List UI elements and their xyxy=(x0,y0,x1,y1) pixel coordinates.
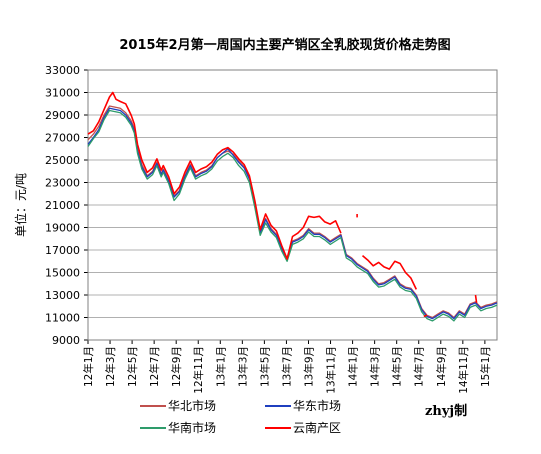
y-axis-label: 单位：元/吨 xyxy=(13,173,28,237)
x-tick-label: 15年1月 xyxy=(479,346,492,387)
y-tick-label: 11000 xyxy=(45,312,80,325)
x-tick-label: 14年5月 xyxy=(391,346,404,387)
y-tick-label: 19000 xyxy=(45,222,80,235)
legend-label: 华南市场 xyxy=(168,420,216,435)
x-tick-label: 14年1月 xyxy=(347,346,360,387)
x-tick-label: 14年3月 xyxy=(369,346,382,387)
y-tick-label: 31000 xyxy=(45,87,80,100)
x-tick-label: 13年7月 xyxy=(280,346,293,387)
legend-label: 云南产区 xyxy=(293,420,341,435)
y-tick-label: 25000 xyxy=(45,154,80,167)
x-tick-label: 13年11月 xyxy=(325,346,338,394)
y-tick-label: 17000 xyxy=(45,244,80,257)
y-tick-label: 21000 xyxy=(45,199,80,212)
x-tick-label: 12年9月 xyxy=(170,346,183,387)
x-tick-label: 14年11月 xyxy=(457,346,470,394)
series-line-4 xyxy=(423,314,428,318)
series-line-4 xyxy=(361,254,418,290)
y-tick-label: 33000 xyxy=(45,64,80,77)
legend-label: 华东市场 xyxy=(293,398,341,413)
x-tick-label: 12年11月 xyxy=(192,346,205,394)
plot-area-border xyxy=(87,69,498,341)
series-line-3 xyxy=(87,109,498,322)
x-tick-label: 13年9月 xyxy=(302,346,315,387)
y-tick-label: 27000 xyxy=(45,132,80,145)
x-tick-label: 13年3月 xyxy=(236,346,249,387)
legend-label: 华北市场 xyxy=(168,398,216,413)
y-tick-label: 23000 xyxy=(45,177,80,190)
series-line-4 xyxy=(87,91,342,260)
y-tick-label: 9000 xyxy=(52,334,80,347)
y-tick-label: 29000 xyxy=(45,109,80,122)
x-tick-label: 12年3月 xyxy=(104,346,117,387)
y-tick-label: 13000 xyxy=(45,289,80,302)
y-axis-ticks: 9000 11000 13000 15000 17000 19000 21000 23000 2… xyxy=(45,64,88,347)
series-line-4 xyxy=(474,294,478,304)
chart-title: 2015年2月第一周国内主要产销区全乳胶现货价格走势图 xyxy=(119,37,450,53)
x-axis-ticks: 12年1月 12年3月 12年5月 12年7月 12年9月 12年11月 13年1月 13年3… xyxy=(82,340,492,394)
x-tick-label: 14年7月 xyxy=(413,346,426,387)
x-tick-label: 14年9月 xyxy=(435,346,448,387)
x-tick-label: 13年1月 xyxy=(214,346,227,387)
y-tick-label: 15000 xyxy=(45,267,80,280)
axes xyxy=(87,69,498,341)
author-watermark: zhyj制 xyxy=(425,403,467,419)
x-tick-label: 12年7月 xyxy=(148,346,161,387)
x-tick-label: 12年5月 xyxy=(126,346,139,387)
x-tick-label: 13年5月 xyxy=(258,346,271,387)
series-lines xyxy=(87,91,498,322)
x-tick-label: 12年1月 xyxy=(82,346,95,387)
